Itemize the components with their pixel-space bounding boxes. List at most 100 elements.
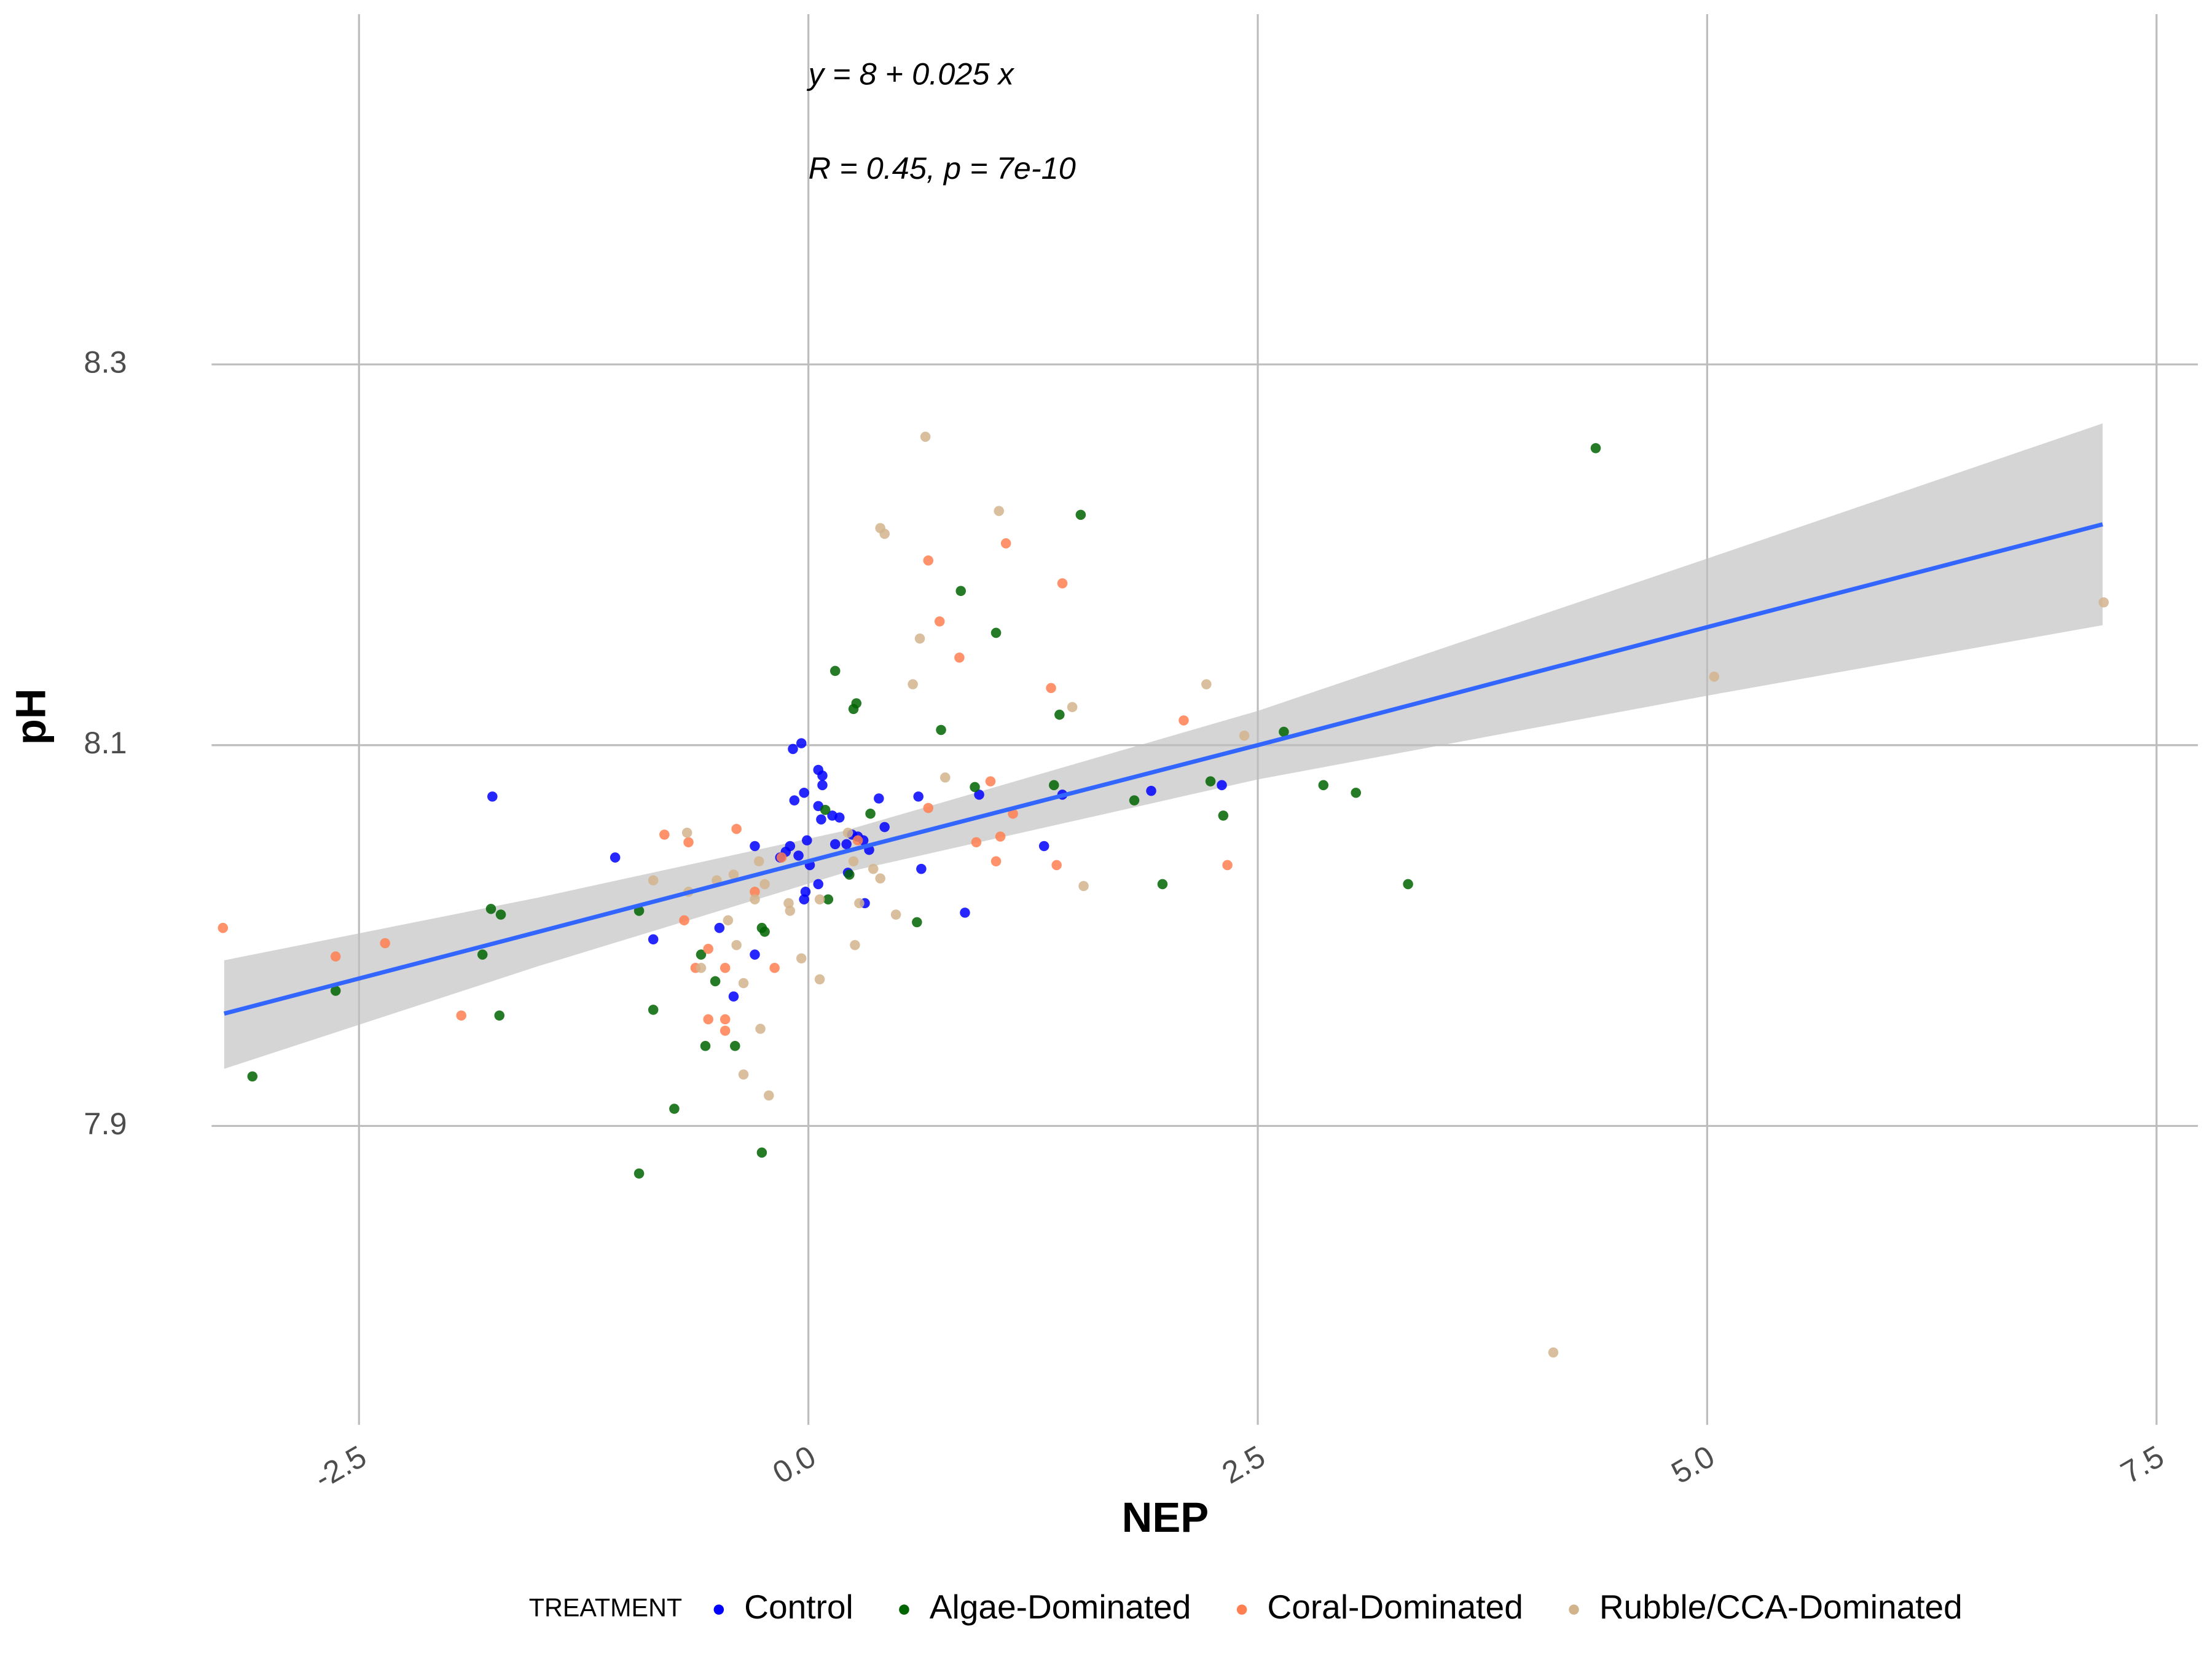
data-point: [954, 652, 965, 663]
data-point: [830, 839, 841, 850]
data-point: [728, 869, 739, 880]
legend-label: Control: [744, 1588, 853, 1626]
data-point: [494, 1010, 505, 1021]
y-tick-label: 8.1: [84, 725, 127, 760]
y-tick-label: 7.9: [84, 1106, 127, 1141]
data-point: [1146, 785, 1156, 796]
data-point: [714, 922, 725, 933]
data-point: [820, 804, 831, 815]
data-point: [750, 887, 760, 897]
data-point: [731, 823, 742, 834]
data-point: [633, 1168, 645, 1179]
data-point: [923, 555, 934, 566]
data-point: [764, 1090, 774, 1101]
legend-label: Algae-Dominated: [930, 1588, 1191, 1626]
data-point: [970, 782, 980, 793]
data-point: [495, 909, 506, 920]
data-point: [720, 1026, 731, 1036]
data-point: [865, 809, 876, 819]
data-point: [879, 822, 890, 833]
grid: [211, 14, 2198, 1425]
data-point: [802, 835, 812, 845]
data-point: [730, 1041, 740, 1051]
data-point: [731, 939, 742, 951]
data-point: [683, 837, 694, 848]
data-point: [738, 1069, 749, 1080]
data-point: [703, 944, 713, 954]
data-point: [848, 856, 859, 867]
data-point: [750, 949, 760, 960]
data-point: [875, 873, 885, 884]
data-point: [971, 837, 982, 848]
data-point: [923, 802, 934, 814]
labels: NEP pH -2.5 0.0 2.5 5.0 7.5 7.9 8.1 8.3 y = 8 + …: [7, 56, 2170, 1541]
data-point: [793, 850, 804, 861]
data-point: [934, 616, 945, 627]
data-point: [914, 633, 925, 644]
data-point: [990, 856, 1002, 867]
data-point: [703, 1014, 713, 1025]
data-point: [1057, 578, 1068, 589]
data-point: [1008, 809, 1018, 819]
data-point: [1067, 702, 1078, 713]
data-point: [1179, 715, 1189, 726]
data-point: [796, 738, 807, 748]
data-point: [485, 903, 496, 914]
data-point: [1054, 709, 1065, 720]
data-point: [456, 1010, 467, 1021]
x-tick-label: 2.5: [1216, 1438, 1271, 1490]
data-point: [750, 841, 760, 852]
data-point: [994, 506, 1005, 516]
data-point: [844, 869, 855, 880]
data-point: [477, 949, 488, 960]
data-point: [1049, 780, 1059, 791]
data-point: [868, 863, 879, 874]
data-point: [700, 1041, 711, 1051]
data-point: [648, 875, 659, 885]
data-point: [330, 951, 341, 962]
data-point: [785, 906, 796, 916]
data-point: [1157, 879, 1168, 890]
data-point: [841, 839, 852, 850]
data-point: [920, 431, 931, 442]
data-point: [1129, 795, 1140, 806]
data-point: [1222, 860, 1233, 871]
data-point: [710, 976, 721, 987]
data-point: [1046, 683, 1056, 694]
data-point: [816, 814, 826, 825]
data-point: [960, 908, 970, 918]
data-point: [995, 831, 1006, 842]
data-point: [908, 679, 918, 689]
data-point: [753, 856, 764, 867]
data-point: [681, 828, 692, 838]
data-point: [776, 852, 787, 863]
data-point: [679, 915, 689, 926]
data-point: [247, 1071, 258, 1082]
data-point: [814, 894, 825, 904]
fit: [224, 423, 2103, 1069]
data-point: [1548, 1347, 1559, 1358]
data-point: [851, 698, 862, 708]
data-point: [1239, 730, 1250, 741]
data-point: [936, 724, 946, 735]
data-point: [783, 898, 794, 909]
confidence-band: [224, 423, 2103, 1069]
data-point: [823, 894, 834, 904]
y-axis-title: pH: [7, 688, 54, 745]
data-point: [487, 791, 498, 802]
data-point: [913, 791, 924, 802]
data-point: [940, 772, 951, 783]
data-point: [912, 917, 922, 928]
data-point: [659, 830, 670, 840]
data-point: [1000, 538, 1011, 549]
data-point: [814, 974, 825, 985]
data-point: [720, 962, 731, 973]
data-point: [1403, 879, 1413, 890]
legend-title: TREATMENT: [529, 1594, 682, 1622]
annotation: y = 8 + 0.025 x: [807, 56, 1015, 91]
y-tick-label: 8.3: [84, 344, 127, 379]
data-point: [1218, 810, 1229, 821]
data-point: [879, 528, 890, 539]
